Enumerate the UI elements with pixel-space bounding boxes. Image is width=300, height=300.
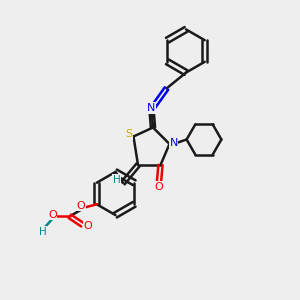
Text: N: N [169, 137, 178, 148]
Text: S: S [125, 129, 132, 139]
Text: O: O [48, 210, 57, 220]
Text: O: O [154, 182, 164, 192]
Text: H: H [112, 175, 120, 185]
Text: H: H [39, 226, 47, 237]
Text: O: O [77, 201, 85, 211]
Text: O: O [83, 221, 92, 231]
Text: N: N [147, 103, 155, 113]
